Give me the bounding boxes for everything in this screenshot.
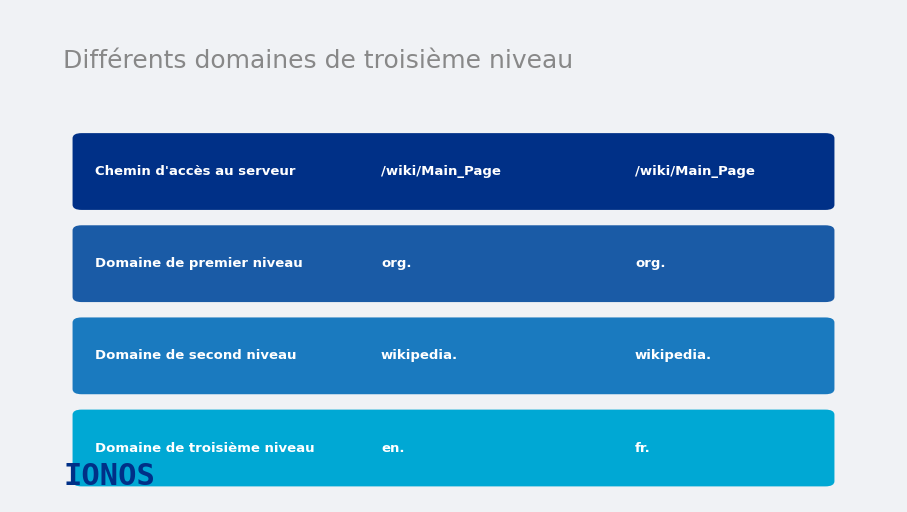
Text: org.: org. bbox=[381, 257, 412, 270]
Text: en.: en. bbox=[381, 441, 405, 455]
Text: fr.: fr. bbox=[635, 441, 650, 455]
Text: Domaine de troisième niveau: Domaine de troisième niveau bbox=[95, 441, 315, 455]
Text: wikipedia.: wikipedia. bbox=[635, 349, 712, 362]
Text: Chemin d'accès au serveur: Chemin d'accès au serveur bbox=[95, 165, 296, 178]
FancyBboxPatch shape bbox=[73, 225, 834, 302]
Text: IONOS: IONOS bbox=[63, 462, 155, 490]
Text: wikipedia.: wikipedia. bbox=[381, 349, 458, 362]
FancyBboxPatch shape bbox=[73, 133, 834, 210]
FancyBboxPatch shape bbox=[73, 317, 834, 394]
Text: /wiki/Main_Page: /wiki/Main_Page bbox=[635, 165, 755, 178]
Text: Différents domaines de troisième niveau: Différents domaines de troisième niveau bbox=[63, 50, 573, 73]
Text: Domaine de premier niveau: Domaine de premier niveau bbox=[95, 257, 303, 270]
Text: /wiki/Main_Page: /wiki/Main_Page bbox=[381, 165, 501, 178]
Text: org.: org. bbox=[635, 257, 666, 270]
Text: Domaine de second niveau: Domaine de second niveau bbox=[95, 349, 297, 362]
FancyBboxPatch shape bbox=[73, 410, 834, 486]
